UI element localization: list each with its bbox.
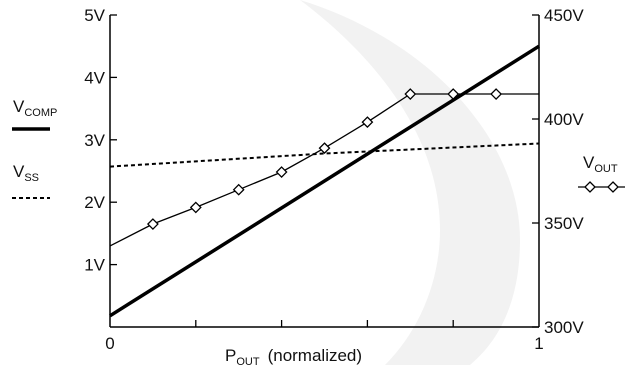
legend-vcomp: VCOMP — [12, 97, 57, 131]
left-tick-label: 2V — [84, 193, 105, 212]
watermark-shape — [300, 0, 520, 365]
axes — [109, 15, 540, 328]
legend-vss: VSS — [12, 162, 50, 199]
left-tick-label: 5V — [84, 6, 105, 25]
data-point-out — [232, 183, 245, 196]
right-tick-label: 450V — [544, 6, 584, 25]
series-line-comp — [109, 44, 540, 318]
left-tick-label: 4V — [84, 68, 105, 87]
legend-vout-marker-2 — [607, 181, 619, 193]
legend-vout-marker-1 — [584, 181, 596, 193]
x-tick-label: 0 — [105, 334, 114, 353]
data-point-out — [189, 201, 202, 214]
data-point-out — [275, 166, 288, 178]
x-axis-label: POUT (normalized) — [225, 346, 362, 365]
legend-vout: VOUT — [578, 153, 625, 193]
right-tick-label: 300V — [544, 318, 584, 337]
left-tick-label: 3V — [84, 131, 105, 150]
data-point-out — [318, 142, 331, 155]
legend-vcomp-label: VCOMP — [13, 97, 57, 119]
right-tick-label: 400V — [544, 110, 584, 129]
data-point-out — [490, 88, 503, 100]
data-point-out — [146, 218, 159, 230]
plot-area — [109, 44, 540, 318]
left-tick-label: 1V — [84, 256, 105, 275]
x-tick-label: 1 — [534, 334, 543, 353]
right-y-ticks: 300V 350V 400V 450V — [532, 6, 584, 337]
left-y-ticks: 1V 2V 3V 4V 5V — [84, 6, 117, 275]
legend-vss-label: VSS — [13, 162, 39, 184]
legend-vout-label: VOUT — [583, 153, 618, 175]
series-line-ss — [109, 142, 540, 168]
data-point-out — [447, 88, 460, 100]
data-point-out — [361, 116, 374, 129]
right-tick-label: 350V — [544, 214, 584, 233]
data-point-out — [404, 88, 417, 100]
